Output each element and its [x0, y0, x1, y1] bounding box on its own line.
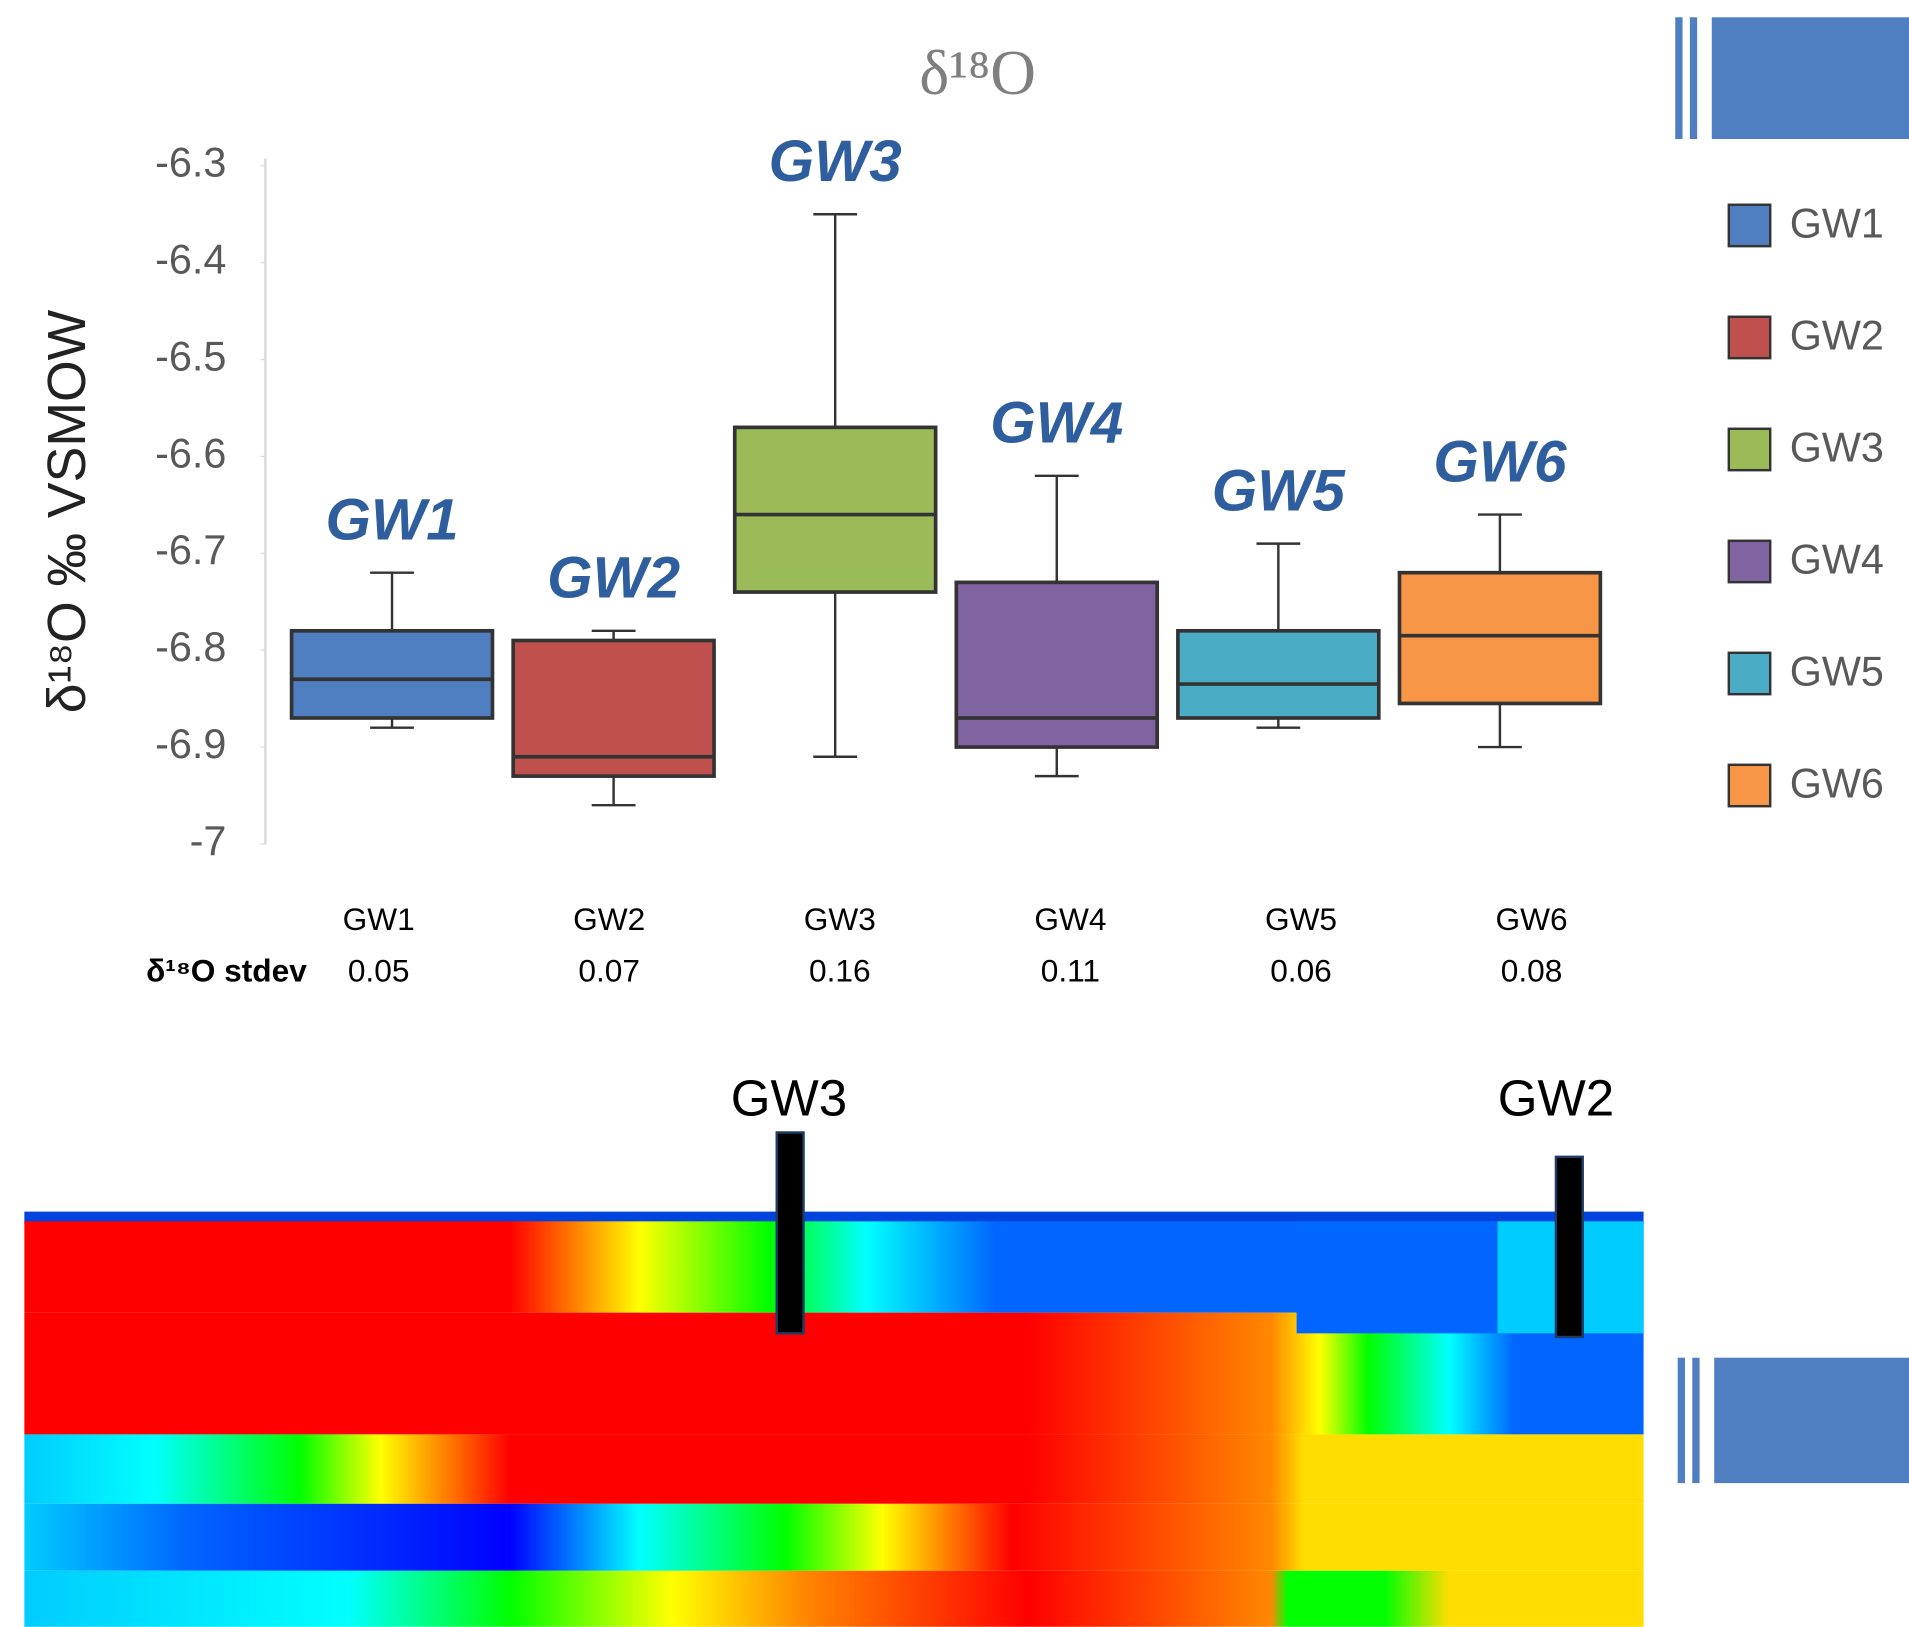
table-category: GW2 [573, 901, 645, 937]
table-category: GW1 [343, 901, 415, 937]
table-value: 0.05 [348, 952, 410, 988]
well-label: GW3 [731, 1070, 847, 1127]
table-row-label: δ¹⁸O stdev [146, 952, 307, 988]
table-value: 0.11 [1041, 952, 1100, 988]
y-tick-label: -6.9 [155, 721, 226, 767]
box [956, 582, 1157, 747]
table-category: GW6 [1496, 901, 1568, 937]
decor-bottom [1678, 1358, 1909, 1483]
y-tick-label: -6.7 [155, 527, 226, 573]
y-tick-label: -6.8 [155, 624, 226, 670]
page: GW3 GW2 δ¹⁸O δ¹⁸O ‰ VSMOW δ¹⁸O stdev -6.… [0, 0, 1909, 1627]
y-tick-label: -7 [190, 818, 227, 864]
table-category: GW3 [804, 901, 876, 937]
box-annotation: GW2 [547, 546, 680, 611]
legend-label: GW3 [1790, 425, 1884, 471]
profile-image: GW3 GW2 [24, 1070, 1643, 1627]
legend-swatch [1729, 317, 1770, 358]
y-axis-label: δ¹⁸O ‰ VSMOW [38, 309, 97, 713]
table-value: 0.07 [578, 952, 640, 988]
y-tick-label: -6.3 [155, 140, 226, 186]
legend-label: GW5 [1790, 649, 1884, 695]
table-category: GW4 [1034, 901, 1106, 937]
box [735, 427, 936, 592]
box-annotation: GW4 [990, 391, 1123, 456]
box-annotation: GW1 [325, 487, 458, 552]
table-value: 0.16 [809, 952, 871, 988]
box-annotation: GW6 [1433, 429, 1567, 494]
y-tick-label: -6.4 [155, 237, 226, 283]
table-value: 0.06 [1270, 952, 1332, 988]
box [1399, 573, 1600, 704]
legend-swatch [1729, 653, 1770, 694]
chart-title: δ¹⁸O [919, 38, 1036, 108]
legend-label: GW1 [1790, 201, 1884, 247]
legend-label: GW6 [1790, 761, 1884, 807]
figure: GW3 GW2 δ¹⁸O δ¹⁸O ‰ VSMOW δ¹⁸O stdev -6.… [0, 0, 1909, 1627]
box-annotation: GW3 [769, 129, 902, 194]
well-label: GW2 [1498, 1070, 1614, 1127]
table-value: 0.08 [1501, 952, 1563, 988]
legend-swatch [1729, 205, 1770, 246]
legend-swatch [1729, 765, 1770, 806]
box [292, 631, 493, 718]
decor-top [1675, 17, 1909, 139]
box [1178, 631, 1379, 718]
table-category: GW5 [1265, 901, 1337, 937]
legend-swatch [1729, 429, 1770, 470]
legend-swatch [1729, 541, 1770, 582]
box-annotation: GW5 [1212, 458, 1347, 523]
y-tick-label: -6.5 [155, 333, 226, 379]
legend-label: GW4 [1790, 537, 1884, 583]
legend-label: GW2 [1790, 313, 1884, 359]
y-tick-label: -6.6 [155, 430, 226, 476]
